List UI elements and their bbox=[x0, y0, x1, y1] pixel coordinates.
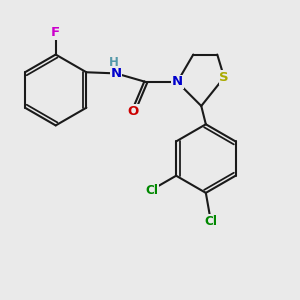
Text: F: F bbox=[51, 26, 60, 39]
Text: O: O bbox=[128, 105, 139, 118]
Text: Cl: Cl bbox=[204, 214, 217, 227]
Text: S: S bbox=[219, 71, 229, 84]
Text: N: N bbox=[172, 76, 183, 88]
Text: Cl: Cl bbox=[145, 184, 158, 196]
Text: N: N bbox=[110, 67, 122, 80]
Text: H: H bbox=[109, 56, 119, 69]
